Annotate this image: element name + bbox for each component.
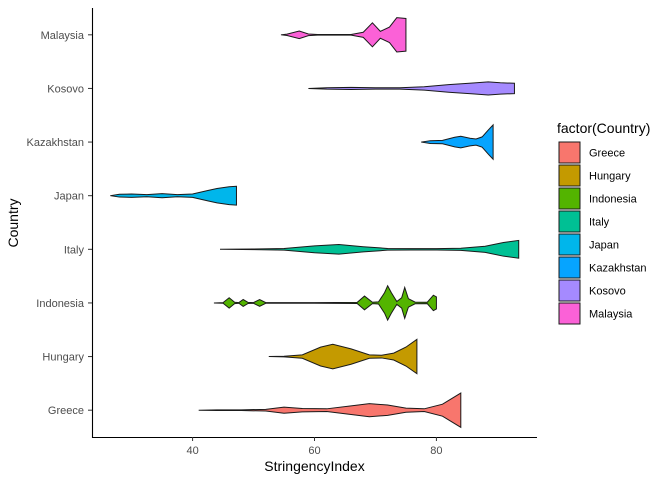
y-tick-label-malaysia: Malaysia (41, 30, 85, 42)
y-axis-ticks: Greece Hungary Indonesia Italy Japan Kazakhst… (27, 30, 92, 417)
x-axis-ticks: 40 60 80 (186, 437, 443, 457)
legend-title: factor(Country) (557, 120, 650, 136)
y-tick-label-indonesia: Indonesia (36, 298, 85, 310)
x-tick-label-40: 40 (186, 445, 198, 457)
legend-key-kazakhstan (558, 256, 581, 279)
legend-key-malaysia (558, 302, 581, 325)
axes (91, 8, 537, 439)
y-tick-label-greece: Greece (48, 405, 84, 417)
violin-italy (220, 239, 520, 259)
violin-hungary (268, 338, 418, 375)
violin-kazakhstan (421, 123, 494, 161)
legend-label-hungary: Hungary (589, 171, 631, 183)
violin-indonesia (213, 284, 437, 322)
violin-kosovo (308, 81, 515, 96)
legend-items: Greece Hungary Indonesia Italy Japan Kazakhst… (558, 141, 646, 325)
y-tick-label-kazakhstan: Kazakhstan (27, 137, 84, 149)
x-tick-label-80: 80 (430, 445, 442, 457)
legend-label-italy: Italy (589, 217, 610, 229)
legend-label-kosovo: Kosovo (589, 286, 626, 298)
legend-label-indonesia: Indonesia (589, 194, 638, 206)
legend-label-kazakhstan: Kazakhstan (589, 263, 646, 275)
y-tick-label-italy: Italy (64, 244, 85, 256)
violin-malaysia (280, 17, 407, 53)
y-tick-label-hungary: Hungary (42, 352, 84, 364)
legend-label-malaysia: Malaysia (589, 309, 633, 321)
y-axis-title: Country (5, 198, 21, 247)
legend-key-kosovo (558, 279, 581, 302)
legend-label-greece: Greece (589, 148, 625, 160)
legend-key-greece (558, 141, 581, 164)
x-axis-title: StringencyIndex (264, 458, 364, 474)
violin-japan (110, 185, 237, 206)
legend: factor(Country) Greece Hungary Indonesia It… (557, 120, 650, 325)
y-tick-label-kosovo: Kosovo (47, 83, 84, 95)
violin-layer (110, 17, 520, 429)
y-tick-label-japan: Japan (54, 191, 84, 203)
legend-key-japan (558, 233, 581, 256)
legend-label-japan: Japan (589, 240, 619, 252)
violin-greece (198, 392, 462, 429)
legend-key-indonesia (558, 187, 581, 210)
legend-key-italy (558, 210, 581, 233)
legend-key-hungary (558, 164, 581, 187)
x-tick-label-60: 60 (308, 445, 320, 457)
